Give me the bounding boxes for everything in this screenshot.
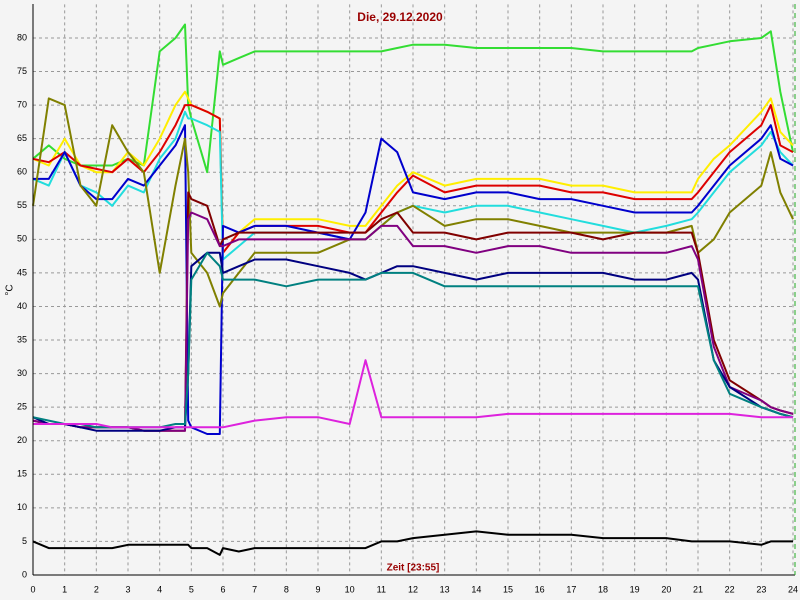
y-tick-label: 40 (17, 301, 27, 311)
x-tick-label: 16 (535, 584, 545, 594)
x-tick-label: 10 (345, 584, 355, 594)
x-tick-label: 15 (503, 584, 513, 594)
y-tick-label: 10 (17, 502, 27, 512)
x-tick-label: 23 (756, 584, 766, 594)
x-tick-label: 3 (125, 584, 130, 594)
series-line (32, 90, 794, 254)
series-line (33, 359, 793, 429)
series-line (32, 23, 794, 174)
x-tick-label: 4 (157, 584, 162, 594)
y-tick-label: 70 (17, 99, 27, 109)
x-tick-label: 12 (408, 584, 418, 594)
y-tick-label: 5 (22, 536, 27, 546)
x-tick-label: 18 (598, 584, 608, 594)
series-line (32, 211, 794, 432)
x-tick-label: 14 (471, 584, 481, 594)
y-tick-label: 80 (17, 32, 27, 42)
chart-title: Die, 29.12.2020 (357, 10, 443, 24)
y-tick-label: 65 (17, 133, 27, 143)
y-tick-label: 75 (17, 66, 27, 76)
x-tick-label: 8 (284, 584, 289, 594)
y-axis-label: °C (5, 284, 16, 295)
x-tick-label: 11 (377, 584, 386, 594)
y-tick-label: 55 (17, 200, 27, 210)
grid (32, 4, 794, 576)
lines (32, 23, 794, 556)
x-tick-label: 0 (30, 584, 35, 594)
x-tick-label: 22 (725, 584, 735, 594)
series-line (32, 530, 793, 556)
y-tick-label: 60 (17, 167, 27, 177)
x-tick-label: 24 (788, 584, 798, 594)
x-tick-label: 17 (566, 584, 576, 594)
y-tick-label: 0 (22, 569, 27, 579)
y-tick-label: 45 (17, 267, 27, 277)
y-tick-label: 25 (17, 402, 27, 412)
x-tick-label: 1 (62, 584, 67, 594)
x-tick-label: 19 (630, 584, 640, 594)
y-tick-label: 20 (17, 435, 27, 445)
x-axis-label: Zeit [23:55] (387, 563, 440, 574)
y-tick-label: 15 (17, 469, 27, 479)
x-tick-label: 2 (94, 584, 99, 594)
x-tick-label: 9 (315, 584, 320, 594)
x-tick-label: 20 (661, 584, 671, 594)
x-tick-label: 5 (189, 584, 194, 594)
series-line (32, 251, 794, 432)
y-tick-label: 30 (17, 368, 27, 378)
y-tick-label: 50 (17, 234, 27, 244)
x-tick-label: 6 (220, 584, 225, 594)
y-tick-label: 35 (17, 334, 27, 344)
x-tick-label: 13 (440, 584, 450, 594)
x-tick-label: 7 (252, 584, 257, 594)
x-tick-label: 21 (693, 584, 703, 594)
